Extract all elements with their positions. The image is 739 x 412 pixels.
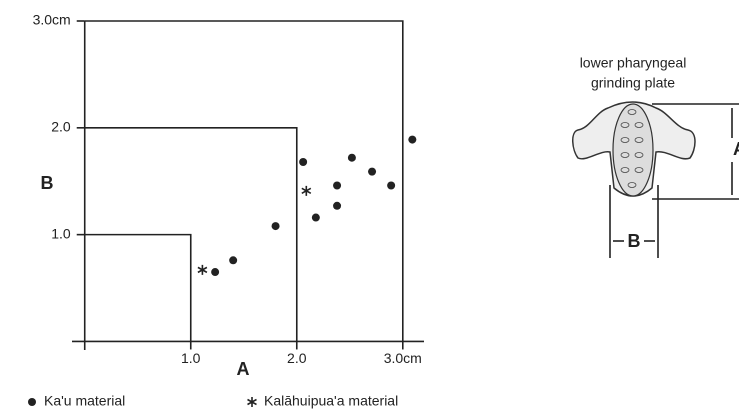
reference-square bbox=[84, 20, 404, 342]
point bbox=[408, 135, 417, 144]
y-tick-label: 2.0 bbox=[51, 119, 71, 135]
diagram-label: A bbox=[733, 139, 739, 159]
point bbox=[333, 201, 342, 210]
diagram-caption: lower pharyngeal bbox=[580, 55, 687, 71]
point bbox=[299, 158, 308, 166]
point bbox=[301, 185, 312, 196]
point bbox=[311, 213, 320, 222]
point bbox=[368, 167, 377, 176]
legend-label: Ka'u material bbox=[44, 393, 125, 409]
point bbox=[229, 256, 238, 265]
legend-label: Kalāhuipua'a material bbox=[264, 393, 398, 409]
reference-square bbox=[84, 233, 192, 342]
point bbox=[347, 153, 356, 162]
diagram-caption: grinding plate bbox=[591, 75, 675, 91]
point bbox=[271, 222, 280, 231]
x-tick-label: 3.0cm bbox=[384, 350, 422, 366]
point bbox=[197, 264, 208, 275]
point bbox=[211, 268, 220, 277]
x-tick-label: 1.0 bbox=[181, 350, 201, 366]
legend-marker bbox=[28, 398, 36, 406]
diagram-label: B bbox=[628, 231, 641, 251]
reference-square bbox=[84, 127, 298, 342]
plate-diagram: lower pharyngeal grinding plate A B bbox=[572, 55, 739, 258]
point bbox=[333, 181, 342, 190]
y-axis-label: B bbox=[41, 173, 54, 193]
y-tick-label: 3.0cm bbox=[33, 12, 71, 28]
point bbox=[387, 181, 396, 190]
x-tick-label: 2.0 bbox=[287, 350, 307, 366]
legend-marker bbox=[247, 397, 257, 407]
x-axis-label: A bbox=[237, 359, 250, 379]
y-tick-label: 1.0 bbox=[51, 225, 71, 241]
